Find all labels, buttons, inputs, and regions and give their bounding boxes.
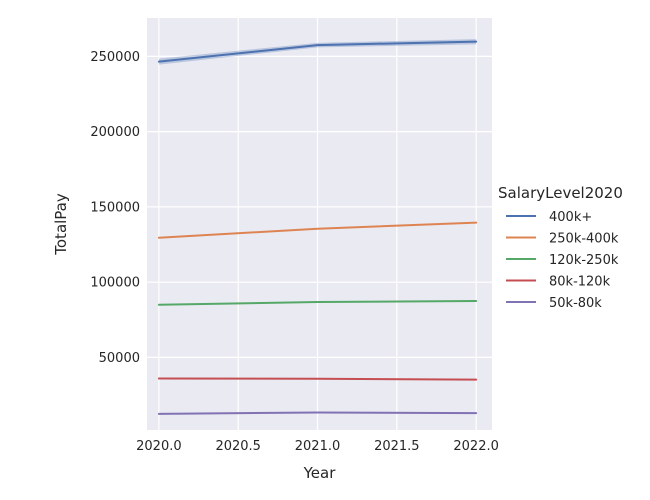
x-tick-label: 2022.0	[453, 439, 499, 454]
legend-label: 250k-400k	[549, 232, 619, 247]
grid-lines	[147, 18, 492, 430]
x-tick-labels: 2020.0 2020.5 2021.0 2021.5 2022.0	[136, 439, 499, 454]
x-tick-label: 2020.0	[136, 439, 182, 454]
series-lines	[157, 40, 478, 415]
legend-label: 50k-80k	[549, 296, 602, 311]
x-tick-label: 2021.5	[374, 439, 420, 454]
y-tick-label: 50000	[99, 351, 140, 366]
legend: SalaryLevel2020 400k+ 250k-400k 120k-250k 8…	[498, 184, 623, 311]
y-tick-label: 200000	[90, 125, 140, 140]
x-axis-title: Year	[303, 464, 337, 482]
confidence-bands	[158, 39, 477, 65]
series-line-400k+	[157, 40, 478, 63]
series-line-120k-250k	[157, 299, 478, 306]
y-tick-label: 250000	[90, 50, 140, 65]
legend-label: 80k-120k	[549, 275, 611, 290]
x-tick-label: 2021.0	[295, 439, 341, 454]
legend-label: 400k+	[549, 210, 592, 225]
y-tick-label: 100000	[90, 276, 140, 291]
x-tick-label: 2020.5	[215, 439, 261, 454]
y-tick-labels: 50000 100000 150000 200000 250000	[90, 50, 140, 366]
legend-title: SalaryLevel2020	[498, 184, 623, 202]
series-line-50k-80k	[157, 411, 478, 415]
y-axis-title: TotalPay	[52, 193, 70, 256]
series-line-80k-120k	[157, 377, 478, 381]
y-tick-label: 150000	[90, 200, 140, 215]
legend-label: 120k-250k	[549, 253, 619, 268]
band-400k+	[158, 39, 477, 65]
series-line-250k-400k	[157, 221, 478, 239]
